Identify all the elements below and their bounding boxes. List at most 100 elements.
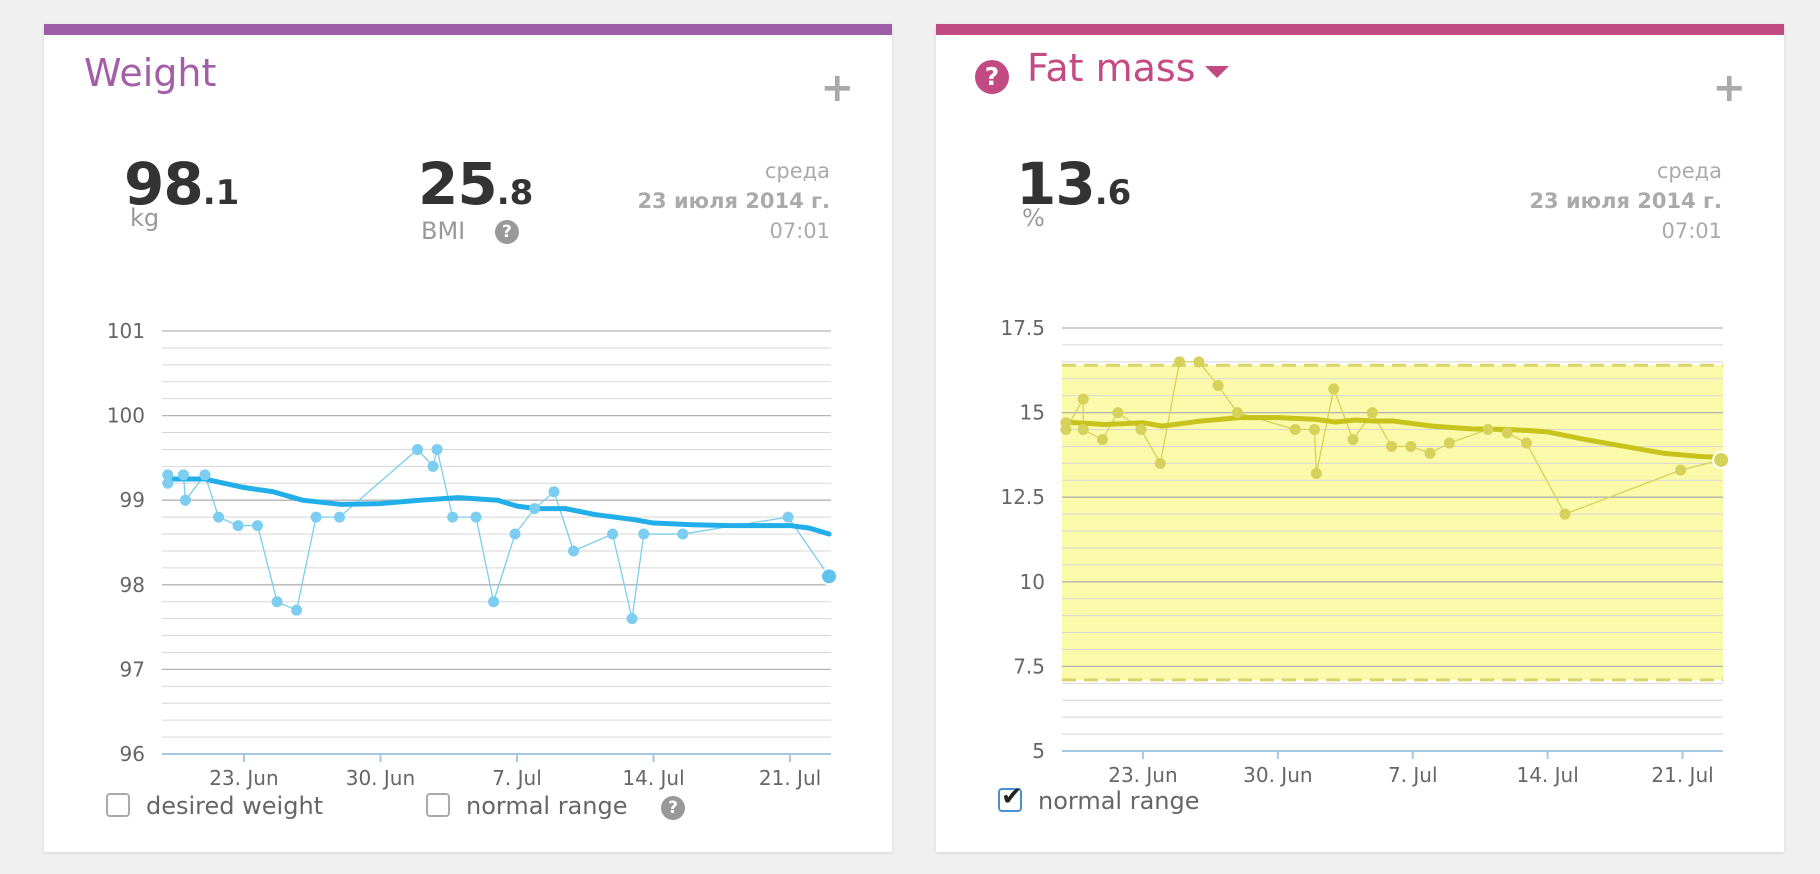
data-point [1310,468,1322,480]
data-point [638,528,650,540]
data-point [1308,424,1320,436]
normal-range-band [1062,365,1723,680]
weight-card-topbar [44,24,892,35]
data-point [1675,464,1687,476]
weight-chart: 96 97 98 99 100 101 23. Jun 30. Jun 7. Jul 14. Ju… [107,319,839,790]
data-point [1135,424,1147,436]
x-tick-label: 23. Jun [209,766,278,790]
bmi-value: 25.8 [418,150,533,218]
fat-help-icon[interactable]: ? [975,60,1009,94]
fat-unit: % [1022,204,1045,232]
y-tick-label: 98 [120,573,145,597]
normal-range-help-icon[interactable]: ? [661,796,685,820]
x-tick-label: 30. Jun [346,766,415,790]
data-point [431,443,443,455]
desired-weight-label: desired weight [146,792,324,820]
x-tick-label: 7. Jul [1388,763,1438,787]
bmi-help-icon[interactable]: ? [494,220,519,244]
data-point [1289,424,1301,436]
data-point [179,494,191,506]
x-tick-label: 7. Jul [492,766,542,790]
data-point [626,613,638,625]
fat-date: среда 23 июля 2014 г. 07:01 [1529,156,1722,246]
data-point [1231,407,1243,419]
fat-normal-range-checkbox-box[interactable] [998,782,1023,812]
data-point [677,528,689,540]
data-point [1559,508,1571,520]
data-point [1366,407,1378,419]
x-tick-label: 21. Jul [1651,763,1713,787]
data-point [470,511,482,523]
y-tick-label: 96 [120,742,145,766]
data-point [1520,437,1532,449]
fat-title[interactable]: Fat mass [1027,46,1196,90]
data-point [548,486,560,498]
data-point [1405,440,1417,452]
data-point [291,604,303,616]
y-tick-label: 10 [1020,570,1045,594]
weight-add-plus-icon[interactable]: + [820,65,854,111]
data-point [1482,424,1494,436]
fat-dropdown-caret-icon[interactable] [1205,66,1229,78]
desired-weight-checkbox-box[interactable] [106,793,130,817]
data-point [1501,427,1513,439]
weight-value: 98.1 [124,150,239,218]
fat-card-topbar [936,24,1784,35]
weight-date-time: 07:01 [769,219,830,243]
data-point [447,511,459,523]
data-point [427,460,439,472]
fat-value-dec: .6 [1094,173,1132,213]
latest-data-point [820,567,839,586]
data-point [271,596,283,608]
trend-line [1063,415,1724,460]
data-point [162,469,174,481]
data-point [1060,424,1072,436]
data-point [1077,393,1089,405]
x-tick-label: 23. Jun [1108,763,1177,787]
data-point [333,511,345,523]
weight-normal-range-label: normal range [466,792,628,820]
weight-normal-range-checkbox[interactable]: normal range [426,792,628,820]
weight-normal-range-checkbox-box[interactable] [426,793,450,817]
data-point [607,528,619,540]
x-tick-label: 21. Jul [759,766,821,790]
data-point [1212,380,1224,392]
fat-date-weekday: среда [1656,159,1722,183]
data-point [162,477,174,489]
desired-weight-checkbox[interactable]: desired weight [106,792,323,820]
data-point [177,469,189,481]
weight-date-day: 23 июля 2014 г. [637,189,830,213]
data-point [252,520,264,532]
data-point [1096,434,1108,446]
weight-date-weekday: среда [764,159,830,183]
fat-card: ? Fat mass + 13.6 % среда 23 июля 2014 г… [936,24,1784,852]
data-point [509,528,521,540]
weight-card: Weight + 98.1 kg 25.8 BMI ? среда 23 июл… [44,24,892,852]
y-tick-label: 7.5 [1013,654,1045,678]
fat-date-day: 23 июля 2014 г. [1529,189,1722,213]
data-point [1328,383,1340,395]
data-point [1443,437,1455,449]
x-tick-label: 30. Jun [1243,763,1312,787]
bmi-value-dec: .8 [496,173,534,213]
data-point [213,511,225,523]
data-point [488,596,500,608]
data-point [412,443,424,455]
data-point [568,545,580,557]
y-tick-label: 12.5 [1000,485,1045,509]
data-point [1174,356,1186,368]
fat-normal-range-checkbox[interactable]: normal range [998,782,1200,815]
fat-chart: 5 7.5 10 12.5 15 17.5 23. Jun 30. Jun 7. Jul 14. … [1000,316,1731,787]
measurement-line [167,448,830,619]
data-point [1386,440,1398,452]
y-tick-label: 99 [120,488,145,512]
y-tick-label: 5 [1032,739,1045,763]
weight-value-int: 98 [124,150,204,218]
data-point [1193,356,1205,368]
latest-data-point [1712,450,1731,469]
weight-unit: kg [130,204,160,232]
data-point [529,503,541,515]
y-tick-label: 17.5 [1000,316,1045,340]
y-tick-label: 15 [1020,401,1045,425]
fat-add-plus-icon[interactable]: + [1712,65,1746,111]
